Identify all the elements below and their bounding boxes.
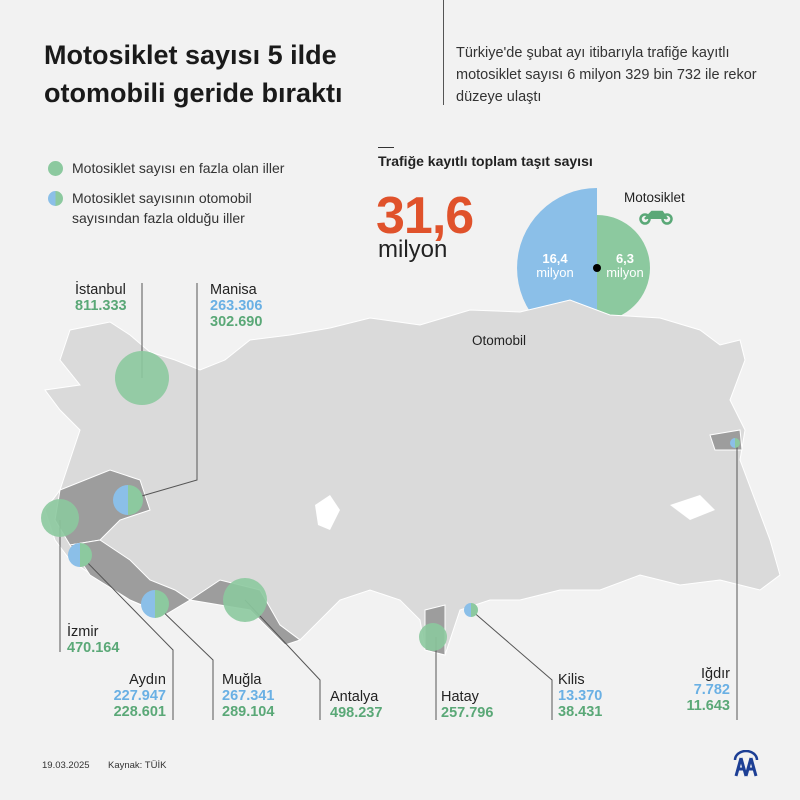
headline: Motosiklet sayısı 5 ilde otomobili geride… (44, 40, 343, 108)
leader-lines (59, 283, 738, 720)
circle-manisa (113, 485, 143, 515)
circle-antalya (223, 578, 267, 622)
circle-mugla (141, 590, 169, 618)
legend-label-1: Motosiklet sayısı en fazla olan iller (72, 160, 285, 176)
label-istanbul: İstanbul 811.333 (75, 282, 127, 314)
label-izmir: İzmir 470.164 (67, 624, 120, 656)
label-igdir: Iğdır 7.782 11.643 (686, 666, 730, 714)
total-value: 31,6 (376, 187, 474, 245)
total-unit: milyon (378, 236, 448, 263)
circle-izmir (41, 499, 79, 537)
moto-value: 6,3 milyon (606, 251, 644, 280)
label-kilis: Kilis 13.370 38.431 (558, 672, 603, 720)
label-manisa: Manisa 263.306 302.690 (210, 282, 263, 330)
source: Kaynak: TÜİK (108, 760, 167, 771)
circle-kilis (464, 603, 478, 617)
legend-green-dot (48, 161, 63, 176)
aa-logo (733, 750, 759, 777)
dash (378, 147, 394, 148)
circle-istanbul (115, 351, 169, 405)
center-dot (593, 264, 601, 272)
label-mugla: Muğla 267.341 289.104 (222, 672, 275, 720)
date: 19.03.2025 (42, 760, 90, 771)
car-value: 16,4 milyon (536, 251, 574, 280)
circle-igdir (730, 438, 740, 448)
label-antalya: Antalya 498.237 (330, 689, 383, 721)
moto-half-circle (597, 215, 650, 321)
intro-text: Türkiye'de şubat ayı itibarıyla trafiğe … (456, 45, 757, 105)
divider (443, 0, 444, 105)
circle-aydin (68, 543, 92, 567)
moto-label: Motosiklet (624, 190, 685, 205)
car-label: Otomobil (472, 333, 527, 348)
circle-hatay (419, 623, 447, 651)
motorcycle-icon (639, 210, 673, 225)
legend-label-2: Motosiklet sayısının otomobil sayısından… (72, 190, 252, 226)
total-title: Trafiğe kayıtlı toplam taşıt sayısı (378, 153, 593, 169)
label-aydin: Aydın 227.947 228.601 (113, 672, 166, 720)
label-hatay: Hatay 257.796 (441, 689, 494, 721)
legend-split-dot (48, 191, 63, 206)
